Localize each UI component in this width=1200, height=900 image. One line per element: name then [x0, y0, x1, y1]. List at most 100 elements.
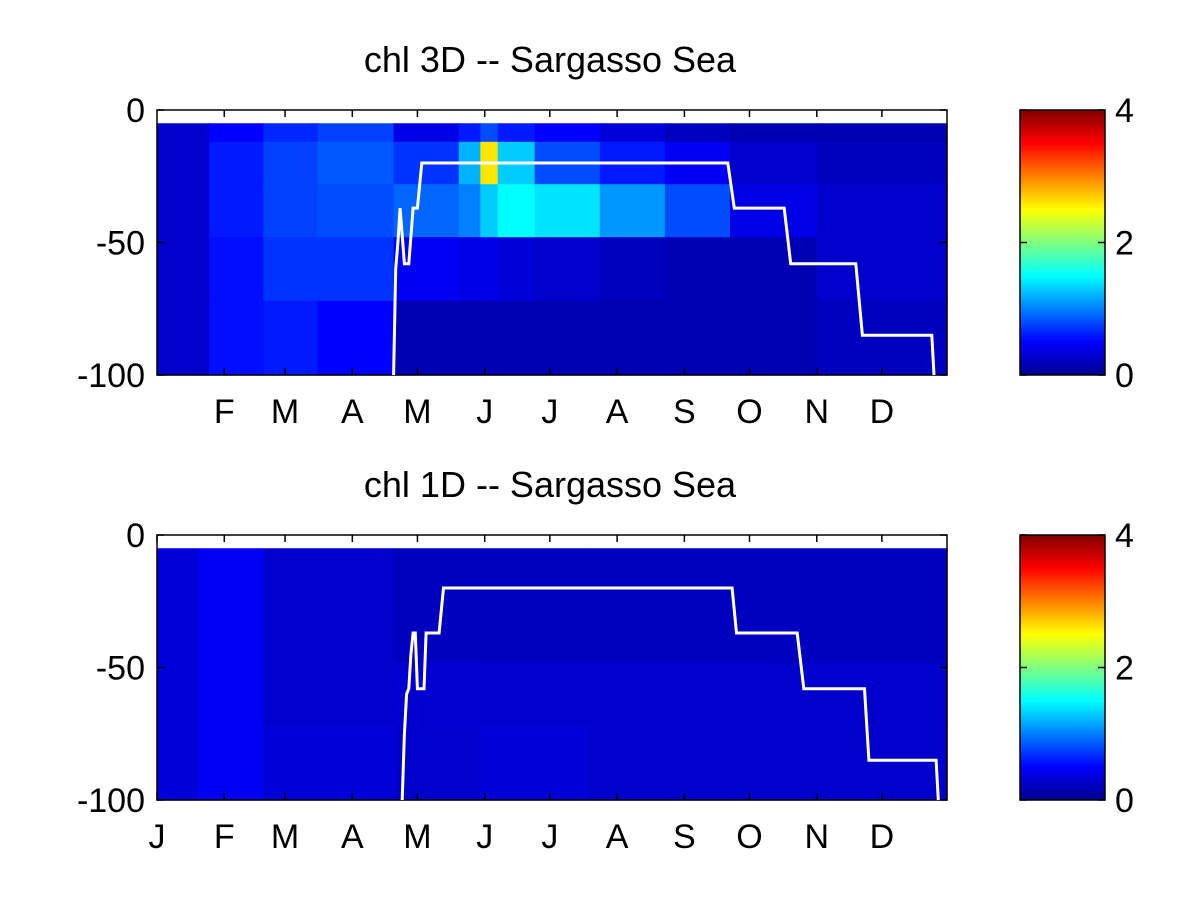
- heatmap-cell: [157, 141, 210, 185]
- heatmap-cell: [729, 237, 818, 302]
- heatmap-cell: [198, 725, 264, 801]
- x-tick-label: N: [804, 393, 829, 431]
- y-tick-label: -50: [96, 225, 145, 263]
- y-axis: 0 -50 -100: [77, 92, 947, 395]
- x-tick-label: S: [673, 393, 696, 431]
- x-tick-label: S: [673, 818, 696, 856]
- heatmap-cell: [816, 237, 948, 302]
- heatmap-cell: [480, 300, 499, 376]
- heatmap-cell: [534, 237, 601, 302]
- x-tick-label: A: [341, 393, 364, 431]
- x-tick-label: J: [541, 393, 558, 431]
- heatmap-cell: [729, 300, 818, 376]
- heatmap-cell: [497, 123, 536, 143]
- heatmap-cell: [497, 237, 536, 302]
- colorbar-tick-label: 4: [1115, 517, 1134, 555]
- chart-title: chl 3D -- Sargasso Sea: [364, 39, 737, 80]
- x-tick-label: M: [271, 818, 299, 856]
- heatmap-cell: [599, 300, 666, 376]
- x-tick-label: D: [870, 818, 895, 856]
- heatmap-cell: [729, 141, 818, 185]
- heatmap-cell: [588, 725, 948, 801]
- colorbar-tick-label: 2: [1115, 225, 1134, 263]
- heatmap-cell: [480, 184, 499, 238]
- x-tick-label: A: [606, 393, 629, 431]
- heatmap-cell: [263, 300, 319, 376]
- x-tick-label: J: [149, 818, 166, 856]
- heatmap-cell: [209, 300, 264, 376]
- heatmap-cell: [393, 184, 460, 238]
- heatmap-cell: [393, 548, 481, 663]
- y-tick-label: 0: [126, 517, 145, 555]
- white-line-series: [400, 586, 940, 801]
- colorbar-tick-label: 0: [1115, 357, 1134, 395]
- heatmap-cell: [664, 184, 731, 238]
- heatmap-cell: [534, 184, 601, 238]
- x-tick-label: F: [214, 818, 235, 856]
- heatmap-cell: [263, 237, 319, 302]
- x-tick-label: J: [541, 818, 558, 856]
- heatmap-cell: [263, 548, 395, 663]
- heatmap-cell: [480, 548, 590, 663]
- heatmap-cell: [599, 123, 666, 143]
- heatmap-cell: [393, 662, 481, 727]
- heatmap-cell: [209, 184, 264, 238]
- heatmap-cell: [393, 725, 481, 801]
- heatmap-cell: [729, 123, 818, 143]
- heatmap-cells: [157, 548, 948, 801]
- x-tick-label: J: [476, 393, 493, 431]
- heatmap-cell: [263, 123, 319, 143]
- heatmap-cells: [157, 123, 948, 376]
- heatmap-cell: [480, 662, 590, 727]
- x-tick-label: F: [214, 393, 235, 431]
- x-tick-label: O: [736, 818, 762, 856]
- heatmap-cell: [480, 725, 590, 801]
- heatmap-cell: [588, 662, 948, 727]
- heatmap-cell: [664, 237, 731, 302]
- x-tick-label: A: [606, 818, 629, 856]
- heatmap-cell: [157, 725, 199, 801]
- colorbar-tick-label: 4: [1115, 92, 1134, 130]
- heatmap-cell: [458, 184, 481, 238]
- heatmap-cell: [209, 141, 264, 185]
- y-tick-label: -100: [77, 782, 145, 820]
- heatmap-cell: [209, 237, 264, 302]
- heatmap-cell: [497, 184, 536, 238]
- heatmap-cell: [317, 237, 395, 302]
- heatmap-cell: [599, 237, 666, 302]
- heatmap-cell: [664, 123, 731, 143]
- heatmap-cell: [317, 300, 395, 376]
- heatmap-cell: [263, 662, 395, 727]
- heatmap-cell: [534, 123, 601, 143]
- heatmap-cell: [534, 300, 601, 376]
- heatmap-cell: [816, 141, 948, 185]
- x-tick-label: M: [403, 818, 431, 856]
- y-tick-label: -50: [96, 650, 145, 688]
- heatmap-cell: [816, 123, 948, 143]
- y-tick-label: -100: [77, 357, 145, 395]
- heatmap-cell: [157, 662, 199, 727]
- heatmap-cell: [263, 725, 395, 801]
- heatmap-cell: [588, 548, 948, 663]
- heatmap-cell: [157, 237, 210, 302]
- colorbar: [1019, 109, 1106, 376]
- heatmap-cell: [729, 184, 818, 238]
- heatmap-cell: [157, 300, 210, 376]
- x-tick-label: J: [476, 818, 493, 856]
- colorbar: [1019, 534, 1106, 801]
- heatmap-cell: [458, 237, 481, 302]
- heatmap-cell: [480, 123, 499, 143]
- chart-title: chl 1D -- Sargasso Sea: [364, 464, 737, 505]
- x-tick-label: M: [271, 393, 299, 431]
- x-tick-label: N: [804, 818, 829, 856]
- colorbar-ticks: 0 2 4: [1020, 92, 1134, 395]
- heatmap-cell: [816, 184, 948, 238]
- heatmap-cell: [393, 300, 460, 376]
- white-line-series: [392, 161, 936, 376]
- colorbar-tick-label: 2: [1115, 650, 1134, 688]
